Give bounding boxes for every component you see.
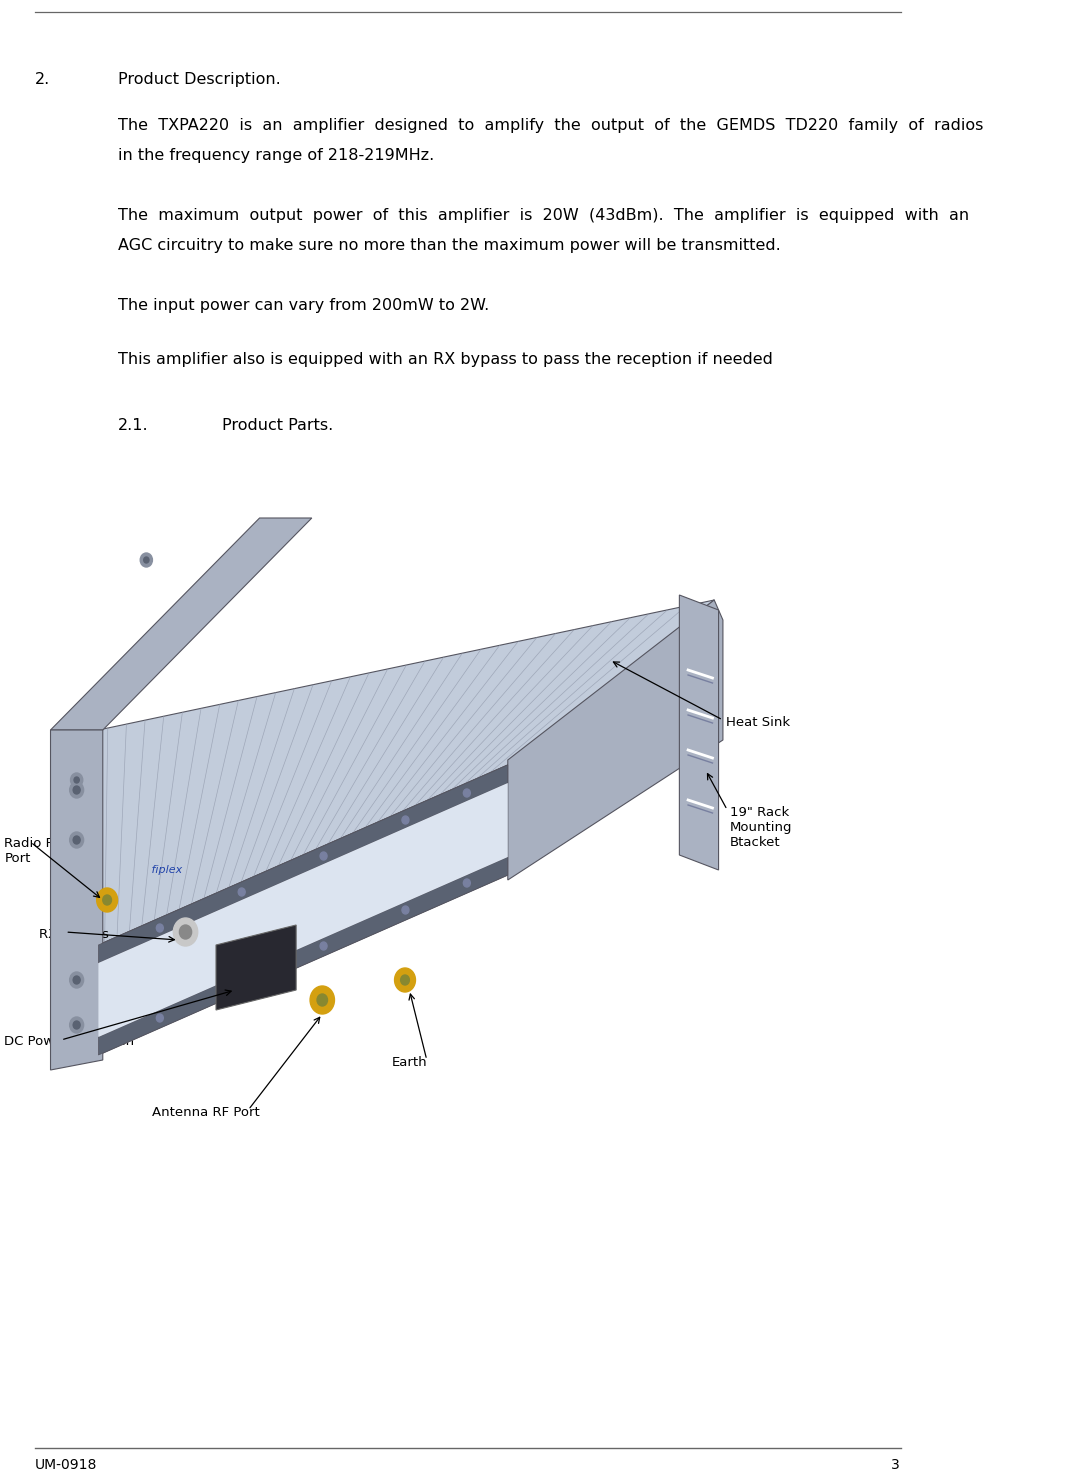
Circle shape — [174, 918, 197, 946]
Circle shape — [74, 778, 79, 783]
Text: The  maximum  output  power  of  this  amplifier  is  20W  (43dBm).  The  amplif: The maximum output power of this amplifi… — [118, 207, 969, 224]
Circle shape — [464, 789, 470, 797]
Text: UM-0918: UM-0918 — [34, 1457, 98, 1472]
Circle shape — [144, 557, 149, 563]
Text: 19" Rack
Mounting
Btacket: 19" Rack Mounting Btacket — [730, 806, 792, 849]
Circle shape — [179, 926, 192, 939]
Polygon shape — [99, 857, 508, 1054]
Circle shape — [71, 773, 83, 786]
Text: Product Parts.: Product Parts. — [222, 418, 334, 432]
Text: Product Description.: Product Description. — [118, 73, 280, 87]
Text: Radio RF
Port: Radio RF Port — [4, 837, 62, 865]
Circle shape — [395, 969, 415, 992]
Text: in the frequency range of 218-219MHz.: in the frequency range of 218-219MHz. — [118, 148, 433, 163]
Polygon shape — [679, 595, 719, 869]
Text: The input power can vary from 200mW to 2W.: The input power can vary from 200mW to 2… — [118, 298, 489, 312]
Polygon shape — [99, 600, 715, 945]
Polygon shape — [508, 600, 723, 880]
Circle shape — [70, 832, 84, 849]
Text: Antenna RF Port: Antenna RF Port — [152, 1106, 260, 1120]
Text: This amplifier also is equipped with an RX bypass to pass the reception if neede: This amplifier also is equipped with an … — [118, 352, 773, 367]
Circle shape — [157, 924, 163, 932]
Circle shape — [73, 786, 80, 794]
Circle shape — [310, 986, 335, 1014]
Circle shape — [157, 1014, 163, 1022]
Text: RX Bypass: RX Bypass — [40, 929, 109, 940]
Text: 2.: 2. — [34, 73, 50, 87]
Circle shape — [402, 816, 409, 823]
Polygon shape — [50, 518, 312, 730]
Circle shape — [400, 974, 410, 985]
Text: The  TXPA220  is  an  amplifier  designed  to  amplify  the  output  of  the  GE: The TXPA220 is an amplifier designed to … — [118, 118, 983, 133]
Circle shape — [70, 1017, 84, 1034]
Text: DC Power Supply In: DC Power Supply In — [4, 1035, 134, 1049]
Circle shape — [73, 1020, 80, 1029]
Circle shape — [238, 889, 246, 896]
Circle shape — [238, 977, 246, 986]
Polygon shape — [99, 766, 508, 1054]
Polygon shape — [216, 926, 296, 1010]
Circle shape — [70, 782, 84, 798]
Text: 3: 3 — [891, 1457, 900, 1472]
Circle shape — [402, 906, 409, 914]
Polygon shape — [508, 600, 715, 875]
Text: 2.1.: 2.1. — [118, 418, 148, 432]
Circle shape — [103, 895, 112, 905]
Polygon shape — [99, 783, 508, 1037]
Text: AGC circuitry to make sure no more than the maximum power will be transmitted.: AGC circuitry to make sure no more than … — [118, 238, 780, 253]
Text: Earth: Earth — [392, 1056, 427, 1069]
Circle shape — [73, 835, 80, 844]
Circle shape — [141, 552, 152, 567]
Circle shape — [70, 972, 84, 988]
Polygon shape — [99, 766, 508, 963]
Circle shape — [320, 852, 327, 860]
Circle shape — [73, 976, 80, 983]
Polygon shape — [50, 730, 103, 1069]
Text: fiplex: fiplex — [148, 865, 182, 875]
Circle shape — [317, 994, 327, 1006]
Circle shape — [320, 942, 327, 949]
Text: Heat Sink: Heat Sink — [725, 715, 790, 729]
Circle shape — [464, 880, 470, 887]
Circle shape — [97, 889, 118, 912]
